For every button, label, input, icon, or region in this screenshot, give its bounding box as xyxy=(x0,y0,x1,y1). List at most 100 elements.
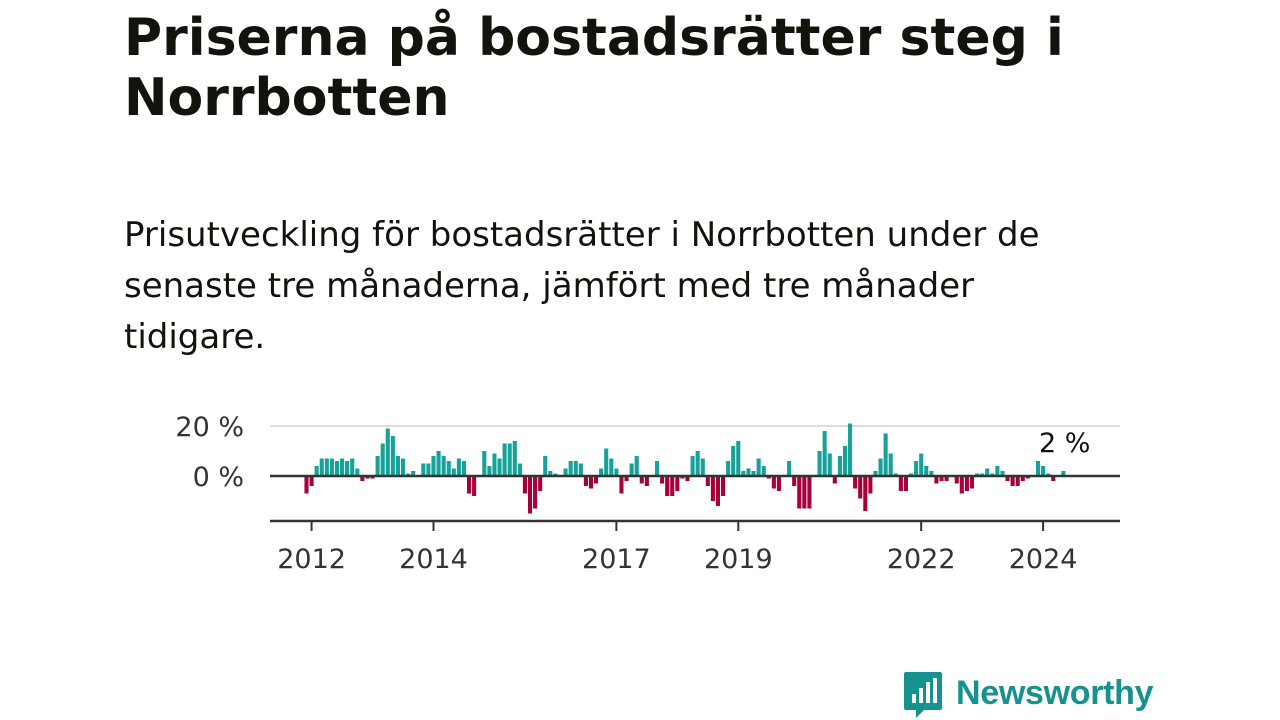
bar-positive xyxy=(517,463,522,476)
bar-positive xyxy=(324,458,329,476)
bar-positive xyxy=(345,461,350,476)
bar-positive xyxy=(395,456,400,476)
bar-positive xyxy=(873,471,878,476)
bar-negative xyxy=(863,476,868,511)
bar-positive xyxy=(731,446,736,476)
x-tick-label: 2012 xyxy=(277,544,346,575)
bar-positive xyxy=(314,466,319,476)
bar-negative xyxy=(665,476,670,496)
bar-positive xyxy=(340,458,345,476)
bar-positive xyxy=(817,451,822,476)
bar-negative xyxy=(644,476,649,486)
bar-positive xyxy=(461,461,467,476)
bar-negative xyxy=(1015,476,1020,486)
bar-negative xyxy=(1005,476,1010,481)
bar-positive xyxy=(924,466,929,476)
bar-positive xyxy=(761,466,766,476)
bar-positive xyxy=(751,471,756,476)
bar-positive xyxy=(380,443,385,476)
bar-positive xyxy=(837,456,842,476)
bar-negative xyxy=(1020,476,1025,481)
x-tick-label: 2014 xyxy=(399,544,468,575)
bar-positive xyxy=(878,458,883,476)
y-tick-label: 20 % xyxy=(175,412,244,443)
bar-negative xyxy=(903,476,908,491)
bar-negative xyxy=(588,476,594,489)
bar-positive xyxy=(746,468,751,476)
bar-positive xyxy=(441,456,446,476)
bar-negative xyxy=(685,476,690,481)
bar-positive xyxy=(568,461,573,476)
bar-positive xyxy=(741,471,746,476)
bar-positive xyxy=(482,451,487,476)
bar-negative xyxy=(964,476,969,491)
bar-positive xyxy=(726,461,731,476)
bar-negative xyxy=(797,476,802,509)
bar-negative xyxy=(624,476,629,481)
x-tick-label: 2019 xyxy=(704,544,773,575)
bar-positive xyxy=(487,466,492,476)
bar-positive xyxy=(1000,471,1005,476)
bar-positive xyxy=(985,468,990,476)
bar-positive xyxy=(614,468,619,476)
bar-positive xyxy=(736,441,741,476)
chart-title: Priserna på bostadsrätter steg i Norrbot… xyxy=(124,8,1064,128)
bar-positive xyxy=(497,458,502,476)
bar-positive xyxy=(502,443,507,476)
bar-negative xyxy=(802,476,807,509)
bar-negative xyxy=(467,476,472,494)
bar-negative xyxy=(969,476,975,489)
bar-negative xyxy=(776,476,781,491)
bar-positive xyxy=(512,441,517,476)
bar-positive xyxy=(1035,461,1041,476)
bar-positive xyxy=(1041,466,1046,476)
bar-positive xyxy=(436,451,441,476)
x-tick-label: 2022 xyxy=(887,544,956,575)
bar-positive xyxy=(543,456,548,476)
bar-negative xyxy=(1010,476,1015,486)
bar-negative xyxy=(619,476,624,494)
chart-subtitle: Prisutveckling för bostadsrätter i Norrb… xyxy=(124,215,1040,357)
bar-negative xyxy=(304,476,309,494)
bar-negative xyxy=(527,476,533,514)
bar-positive xyxy=(599,468,604,476)
bar-positive xyxy=(1061,471,1066,476)
bar-positive xyxy=(822,431,827,476)
bar-positive xyxy=(390,436,395,476)
bar-positive xyxy=(690,456,695,476)
bar-positive xyxy=(563,468,568,476)
bar-negative xyxy=(675,476,680,491)
bar-positive xyxy=(350,458,355,476)
bar-positive xyxy=(700,458,705,476)
bar-positive xyxy=(456,458,461,476)
bar-negative xyxy=(670,476,675,496)
bar-negative xyxy=(944,476,949,481)
bar-positive xyxy=(578,463,583,476)
bar-negative xyxy=(832,476,837,484)
bar-negative xyxy=(710,476,715,501)
bar-positive xyxy=(507,443,512,476)
bar-negative xyxy=(705,476,710,486)
bar-positive xyxy=(446,461,451,476)
bar-positive xyxy=(411,471,416,476)
bar-positive xyxy=(883,433,888,476)
bar-negative xyxy=(360,476,365,481)
last-value-label: 2 % xyxy=(1039,428,1090,459)
bar-positive xyxy=(375,456,380,476)
bar-positive xyxy=(654,461,660,476)
bar-negative xyxy=(807,476,812,509)
bar-positive xyxy=(451,468,456,476)
bar-negative xyxy=(771,476,776,489)
bar-positive xyxy=(573,461,578,476)
bar-positive xyxy=(842,446,848,476)
bar-negative xyxy=(959,476,964,494)
bar-positive xyxy=(929,471,934,476)
bar-positive xyxy=(848,423,853,476)
bar-negative xyxy=(639,476,644,484)
bar-positive xyxy=(385,428,390,476)
bar-positive xyxy=(431,456,436,476)
x-tick-label: 2024 xyxy=(1009,544,1078,575)
bar-positive xyxy=(695,451,700,476)
newsworthy-logo: Newsworthy xyxy=(902,668,1154,718)
y-tick-label: 0 % xyxy=(193,462,244,493)
